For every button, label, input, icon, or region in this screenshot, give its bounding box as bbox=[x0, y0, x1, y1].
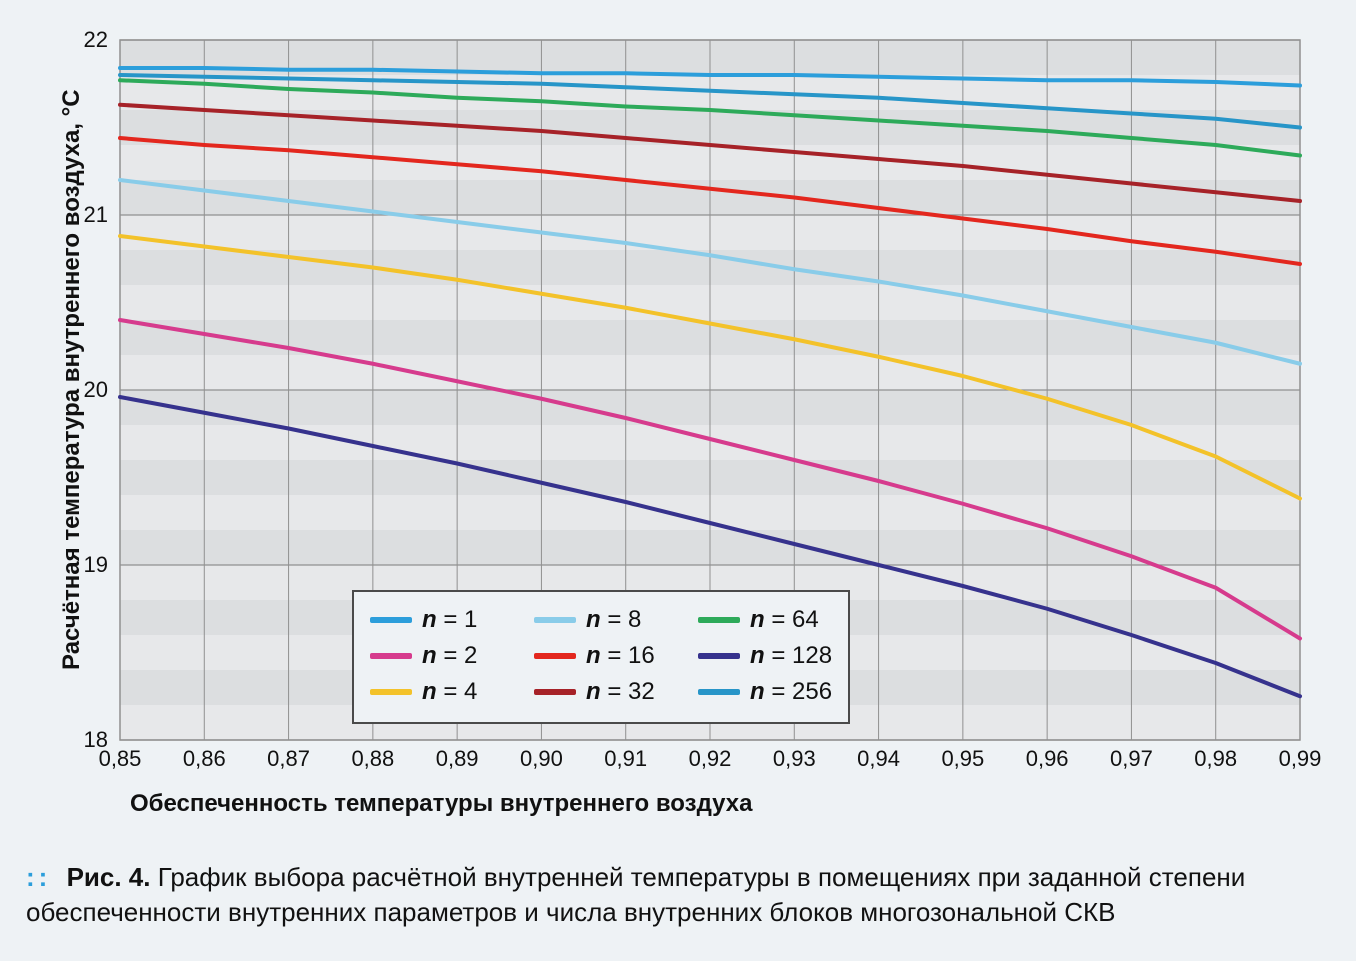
legend-row: n = 4 n = 32 n = 256 bbox=[370, 674, 832, 710]
legend-label: n = 2 bbox=[422, 642, 477, 670]
x-tick-label: 0,90 bbox=[520, 746, 563, 771]
caption-prefix: Рис. 4. bbox=[67, 862, 151, 892]
legend-item-n64: n = 64 bbox=[698, 602, 828, 638]
legend-item-n256: n = 256 bbox=[698, 674, 832, 710]
y-tick-label: 21 bbox=[84, 202, 108, 227]
legend-label: n = 256 bbox=[750, 678, 832, 706]
x-tick-label: 0,86 bbox=[183, 746, 226, 771]
legend-swatch bbox=[698, 689, 740, 695]
legend-item-n128: n = 128 bbox=[698, 638, 832, 674]
y-tick-label: 19 bbox=[84, 552, 108, 577]
x-tick-label: 0,97 bbox=[1110, 746, 1153, 771]
x-tick-label: 0,87 bbox=[267, 746, 310, 771]
legend-item-n2: n = 2 bbox=[370, 638, 500, 674]
legend: n = 1n = 8n = 64n = 2n = 16n = 128n = 4n… bbox=[352, 590, 850, 724]
legend-label: n = 4 bbox=[422, 678, 477, 706]
legend-item-n8: n = 8 bbox=[534, 602, 664, 638]
legend-item-n1: n = 1 bbox=[370, 602, 500, 638]
x-tick-label: 0,98 bbox=[1194, 746, 1237, 771]
figure-container: 0,850,860,870,880,890,900,910,920,930,94… bbox=[0, 0, 1356, 961]
x-tick-label: 0,95 bbox=[941, 746, 984, 771]
legend-swatch bbox=[534, 653, 576, 659]
legend-swatch bbox=[370, 689, 412, 695]
legend-label: n = 128 bbox=[750, 642, 832, 670]
legend-swatch bbox=[698, 617, 740, 623]
legend-swatch bbox=[698, 653, 740, 659]
x-tick-label: 0,93 bbox=[773, 746, 816, 771]
y-tick-label: 22 bbox=[84, 27, 108, 52]
legend-label: n = 1 bbox=[422, 606, 477, 634]
x-tick-label: 0,92 bbox=[689, 746, 732, 771]
legend-item-n32: n = 32 bbox=[534, 674, 664, 710]
x-tick-label: 0,99 bbox=[1279, 746, 1322, 771]
legend-swatch bbox=[534, 617, 576, 623]
x-axis-label: Обеспеченность температуры внутреннего в… bbox=[130, 790, 752, 818]
y-tick-label: 18 bbox=[84, 727, 108, 752]
x-tick-label: 0,96 bbox=[1026, 746, 1069, 771]
y-tick-label: 20 bbox=[84, 377, 108, 402]
legend-item-n16: n = 16 bbox=[534, 638, 664, 674]
caption-dots-icon: :: bbox=[26, 862, 51, 892]
legend-label: n = 16 bbox=[586, 642, 655, 670]
legend-swatch bbox=[370, 617, 412, 623]
x-tick-label: 0,89 bbox=[436, 746, 479, 771]
legend-swatch bbox=[534, 689, 576, 695]
x-tick-label: 0,88 bbox=[351, 746, 394, 771]
caption-text: График выбора расчётной внутренней темпе… bbox=[26, 862, 1245, 927]
legend-label: n = 8 bbox=[586, 606, 641, 634]
legend-label: n = 64 bbox=[750, 606, 819, 634]
chart-area: 0,850,860,870,880,890,900,910,920,930,94… bbox=[40, 30, 1316, 840]
x-tick-label: 0,91 bbox=[604, 746, 647, 771]
legend-row: n = 2 n = 16 n = 128 bbox=[370, 638, 832, 674]
legend-row: n = 1 n = 8 n = 64 bbox=[370, 602, 832, 638]
legend-label: n = 32 bbox=[586, 678, 655, 706]
x-tick-label: 0,94 bbox=[857, 746, 900, 771]
legend-swatch bbox=[370, 653, 412, 659]
y-axis-label: Расчётная температура внутреннего воздух… bbox=[58, 89, 86, 670]
figure-caption: :: Рис. 4. График выбора расчётной внутр… bbox=[26, 860, 1330, 930]
legend-item-n4: n = 4 bbox=[370, 674, 500, 710]
